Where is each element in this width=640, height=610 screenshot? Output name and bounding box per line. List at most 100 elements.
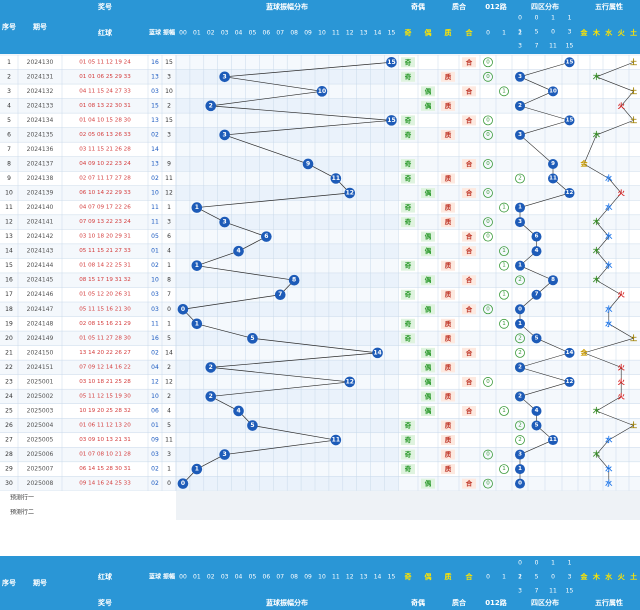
row-index: 7 xyxy=(7,146,11,153)
row-issue: 2025006 xyxy=(27,451,54,458)
header-col-blue: 蓝球 xyxy=(149,29,162,37)
footer-amp-10: 10 xyxy=(318,574,326,581)
header-zone-bot: 3 xyxy=(518,43,522,50)
wuxing-trend-line xyxy=(608,294,622,310)
row-index: 15 xyxy=(5,262,13,269)
row-index: 2 xyxy=(7,73,11,80)
row-issue: 2024146 xyxy=(27,291,54,298)
oddeven-mark: 奇 xyxy=(405,421,412,430)
footer-zone-mid: 3 xyxy=(568,574,572,581)
road-circle xyxy=(499,246,509,257)
row-red-balls: 01 04 10 15 28 30 xyxy=(79,117,131,123)
amplitude-ball xyxy=(219,449,230,460)
zone-ball-label: 1 xyxy=(518,466,522,472)
oddeven-cell xyxy=(421,405,435,416)
amplitude-ball xyxy=(344,187,356,199)
primecomp-cell xyxy=(462,275,476,286)
header-group-primecomp: 质合 xyxy=(452,2,467,11)
amplitude-trend-line xyxy=(210,105,392,121)
amplitude-ball xyxy=(261,231,272,242)
oddeven-cell xyxy=(421,478,435,489)
row-blue-ball: 16 xyxy=(151,335,159,342)
header-zone-mid: 3 xyxy=(568,29,572,36)
primecomp-cell xyxy=(441,318,455,329)
amplitude-ball xyxy=(386,115,397,126)
wuxing-mark: 木 xyxy=(592,246,601,255)
zone-ball-label: 2 xyxy=(518,364,522,370)
oddeven-cell xyxy=(421,100,435,111)
wuxing-trend-line xyxy=(596,439,610,455)
footer-group-wuxing: 五行属性 xyxy=(595,598,623,607)
zone-ball xyxy=(548,173,558,184)
row-issue: 2024140 xyxy=(27,204,54,211)
header-prime: 质 xyxy=(445,28,452,37)
oddeven-mark: 奇 xyxy=(405,319,412,328)
amplitude-ball-label: 3 xyxy=(223,73,227,80)
row-issue: 2024132 xyxy=(27,88,54,95)
row-red-balls: 02 05 06 13 26 33 xyxy=(79,132,131,138)
amplitude-trend-line xyxy=(210,90,322,107)
oddeven-cell xyxy=(421,275,435,286)
oddeven-mark: 偶 xyxy=(425,479,432,488)
oddeven-mark: 偶 xyxy=(425,304,432,313)
primecomp-cell xyxy=(462,304,476,315)
road-mark: 1 xyxy=(502,408,506,414)
header-zone-bot: 7 xyxy=(535,43,539,50)
row-issue: 2025007 xyxy=(27,466,54,473)
amplitude-trend-line xyxy=(224,61,392,78)
row-red-balls: 03 09 10 13 21 31 xyxy=(79,437,131,443)
oddeven-mark: 奇 xyxy=(405,450,412,459)
zone-ball xyxy=(515,478,525,489)
row-red-balls: 05 11 15 16 21 30 xyxy=(79,306,131,312)
wuxing-mark: 水 xyxy=(605,261,613,270)
row-index: 13 xyxy=(5,233,13,240)
wuxing-mark: 金 xyxy=(580,348,589,357)
row-red-balls: 06 14 15 28 30 31 xyxy=(79,466,131,472)
amplitude-ball-label: 11 xyxy=(332,175,340,182)
header-zone-top: 1 xyxy=(568,15,572,22)
primecomp-cell xyxy=(462,347,476,358)
row-issue: 2024149 xyxy=(27,335,54,342)
amplitude-trend-line xyxy=(196,250,239,267)
road-mark: 2 xyxy=(518,423,522,429)
amplitude-ball xyxy=(247,333,258,344)
row-index: 5 xyxy=(7,117,11,124)
zone-ball-label: 5 xyxy=(535,335,539,341)
header-zone-top: 0 xyxy=(535,15,539,22)
zone-ball-label: 2 xyxy=(518,393,522,399)
zone-ball-label: 2 xyxy=(518,103,522,109)
wuxing-mark: 土 xyxy=(630,57,637,66)
zone-ball xyxy=(531,231,542,242)
wuxing-trend-line xyxy=(596,396,622,412)
footer-amp-11: 11 xyxy=(332,574,340,581)
oddeven-cell xyxy=(401,202,415,213)
zone-ball xyxy=(515,304,525,315)
zone-ball-label: 14 xyxy=(566,350,574,356)
primecomp-cell xyxy=(441,464,455,475)
row-blue-ball: 02 xyxy=(151,175,159,182)
amplitude-ball-label: 8 xyxy=(292,277,296,284)
footer-group-012: 012路 xyxy=(485,598,508,607)
zone-ball-label: 9 xyxy=(551,161,555,167)
road-mark: 0 xyxy=(486,306,490,312)
zone-ball-label: 1 xyxy=(518,321,522,327)
amplitude-ball-label: 14 xyxy=(373,349,381,356)
footer-amp-01: 01 xyxy=(193,574,201,581)
predict-row-label: 预测行一 xyxy=(10,494,34,502)
wuxing-mark: 水 xyxy=(605,232,613,241)
zone-ball-label: 5 xyxy=(535,423,539,429)
oddeven-mark: 奇 xyxy=(405,261,412,270)
row-blue-ball: 02 xyxy=(151,131,159,138)
oddeven-mark: 奇 xyxy=(405,203,412,212)
zone-ball xyxy=(564,188,575,199)
row-red-balls: 01 06 11 12 13 20 xyxy=(79,423,131,429)
header-odd: 奇 xyxy=(405,28,412,37)
road-mark: 0 xyxy=(486,161,490,167)
row-amplitude: 2 xyxy=(167,102,171,109)
wuxing-trend-line xyxy=(620,91,634,107)
row-red-balls: 01 05 11 27 28 30 xyxy=(79,335,131,341)
oddeven-mark: 偶 xyxy=(425,101,432,110)
header-wuxing-3: 火 xyxy=(618,29,626,37)
row-red-balls: 07 09 13 22 23 24 xyxy=(79,219,131,225)
header-even: 偶 xyxy=(425,28,432,37)
